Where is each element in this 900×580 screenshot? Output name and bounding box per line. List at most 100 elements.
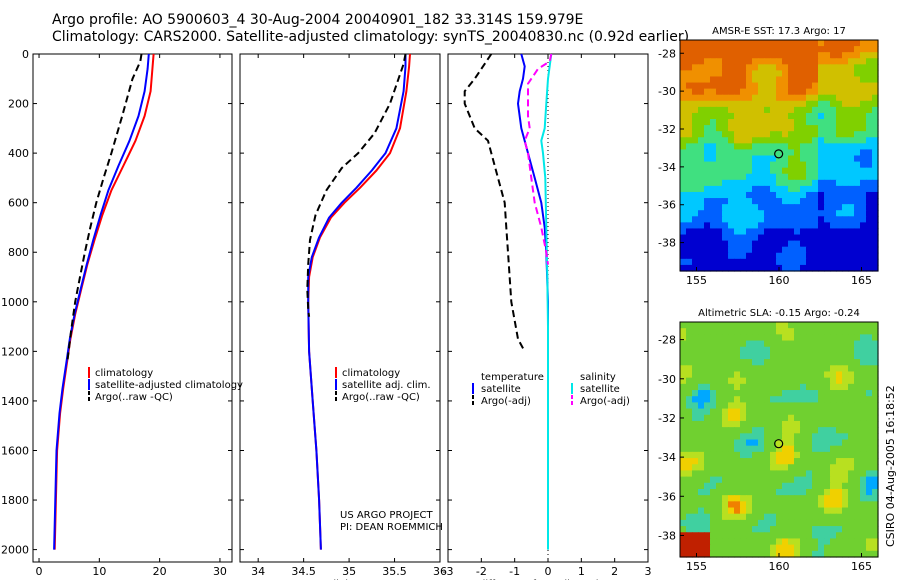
map-cell bbox=[698, 427, 705, 434]
map-cell bbox=[680, 40, 687, 47]
map-cell bbox=[686, 482, 693, 490]
map-cell bbox=[848, 216, 855, 223]
map-cell bbox=[776, 88, 783, 96]
map-cell bbox=[770, 322, 777, 329]
map-cell bbox=[818, 488, 825, 496]
map-cell bbox=[800, 149, 807, 157]
map-cell bbox=[680, 390, 687, 397]
map-cell bbox=[800, 264, 807, 272]
map-cell bbox=[704, 550, 711, 558]
map-cell bbox=[752, 371, 759, 379]
map-cell bbox=[776, 125, 783, 132]
map-cell bbox=[854, 322, 861, 329]
map-cell bbox=[806, 137, 813, 144]
map-cell bbox=[800, 414, 807, 422]
map-cell bbox=[782, 52, 789, 59]
map-cell bbox=[872, 383, 879, 391]
map-cell bbox=[812, 396, 819, 403]
map-cell bbox=[806, 377, 813, 385]
map-cell bbox=[800, 464, 807, 472]
map-cell bbox=[824, 383, 831, 391]
map-cell bbox=[734, 371, 741, 379]
map-cell bbox=[794, 198, 801, 205]
map-cell bbox=[848, 161, 855, 169]
map-cell bbox=[830, 112, 837, 120]
map-cell bbox=[764, 439, 771, 447]
map-cell bbox=[710, 445, 717, 453]
map-cell bbox=[848, 526, 855, 533]
map-cell bbox=[848, 390, 855, 397]
map-cell bbox=[734, 70, 741, 78]
map-cell bbox=[752, 76, 759, 84]
map-cell bbox=[728, 222, 735, 230]
map-cell bbox=[872, 544, 879, 552]
map-cell bbox=[752, 352, 759, 360]
map-cell bbox=[704, 488, 711, 496]
map-cell bbox=[830, 402, 837, 410]
map-cell bbox=[776, 161, 783, 169]
map-cell bbox=[800, 155, 807, 163]
map-cell bbox=[788, 155, 795, 163]
map-cell bbox=[776, 131, 783, 138]
map-cell bbox=[746, 550, 753, 558]
map-cell bbox=[812, 191, 819, 199]
map-cell bbox=[860, 359, 867, 366]
map-cell bbox=[758, 464, 765, 472]
map-cell bbox=[704, 58, 711, 65]
map-cell bbox=[758, 46, 765, 53]
map-cell bbox=[842, 210, 849, 217]
map-cell bbox=[788, 507, 795, 515]
map-cell bbox=[758, 76, 765, 84]
map-cell bbox=[866, 216, 873, 223]
map-cell bbox=[806, 439, 813, 447]
map-cell bbox=[746, 340, 753, 348]
map-cell bbox=[692, 185, 699, 193]
map-cell bbox=[746, 149, 753, 157]
map-cell bbox=[728, 464, 735, 472]
map-cell bbox=[812, 488, 819, 496]
map-cell bbox=[872, 94, 879, 102]
map-cell bbox=[764, 445, 771, 453]
map-cell bbox=[704, 240, 711, 248]
map-cell bbox=[680, 334, 687, 342]
map-cell bbox=[776, 433, 783, 441]
map-cell bbox=[716, 420, 723, 428]
map-cell bbox=[854, 94, 861, 102]
map-cell bbox=[788, 532, 795, 540]
map-cell bbox=[806, 70, 813, 78]
map-cell bbox=[734, 427, 741, 434]
map-cell bbox=[704, 76, 711, 84]
map-cell bbox=[704, 328, 711, 335]
map-cell bbox=[860, 94, 867, 102]
map-cell bbox=[752, 179, 759, 187]
map-cell bbox=[692, 106, 699, 114]
map-cell bbox=[770, 501, 777, 509]
map-cell bbox=[758, 143, 765, 151]
map-cell bbox=[764, 88, 771, 96]
map-cell bbox=[746, 210, 753, 217]
map-cell bbox=[842, 228, 849, 236]
map-cell bbox=[686, 464, 693, 472]
map-cell bbox=[818, 408, 825, 416]
map-cell bbox=[704, 340, 711, 348]
map-cell bbox=[824, 252, 831, 260]
map-cell bbox=[836, 458, 843, 465]
map-cell bbox=[782, 532, 789, 540]
map-cell bbox=[692, 365, 699, 373]
map-cell bbox=[854, 198, 861, 205]
map-cell bbox=[770, 137, 777, 144]
map-cell bbox=[806, 82, 813, 90]
map-cell bbox=[824, 482, 831, 490]
map-cell bbox=[836, 252, 843, 260]
map-cell bbox=[728, 377, 735, 385]
map-cell bbox=[758, 198, 765, 205]
header-line-1: Argo profile: AO 5900603_4 30-Aug-2004 2… bbox=[52, 12, 584, 28]
map-cell bbox=[716, 538, 723, 546]
map-cell bbox=[860, 328, 867, 335]
map-cell bbox=[848, 210, 855, 217]
map-cell bbox=[806, 222, 813, 230]
map-cell bbox=[722, 396, 729, 403]
map-cell bbox=[770, 445, 777, 453]
map-cell bbox=[770, 359, 777, 366]
map-cell bbox=[854, 501, 861, 509]
